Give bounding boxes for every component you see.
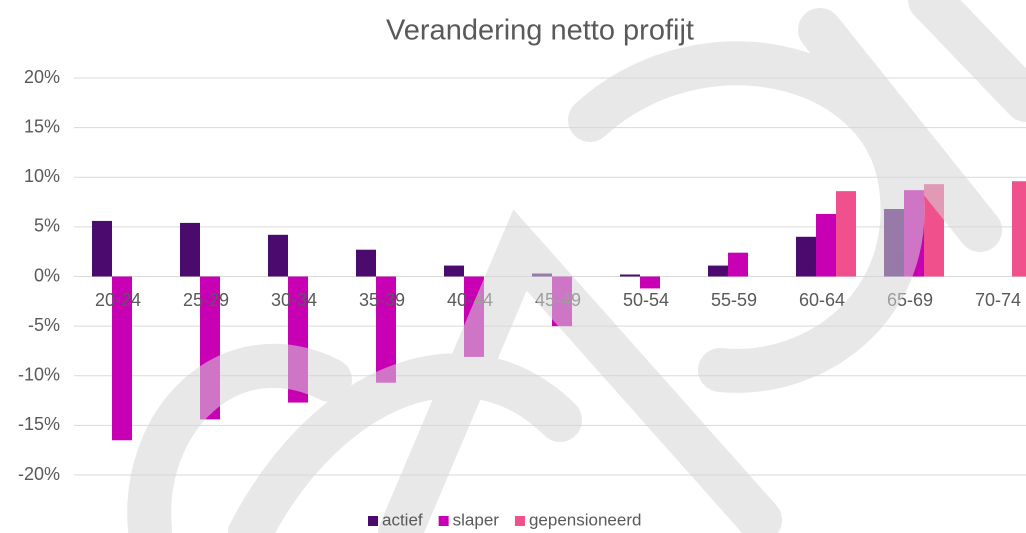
y-tick-label: -15% [18, 414, 60, 434]
x-tick-label: 55-59 [711, 290, 757, 310]
watermark-stroke [127, 343, 352, 533]
legend-label: actief [382, 510, 423, 529]
x-tick-label: 20-24 [95, 290, 141, 310]
bar [92, 220, 112, 277]
chart-title: Verandering netto profijt [386, 15, 694, 47]
y-tick-label: 10% [24, 166, 60, 186]
x-tick-label: 70-74 [975, 290, 1021, 310]
legend-swatch [438, 516, 449, 526]
watermark-stroke [908, 0, 1026, 122]
x-tick-label: 25-29 [183, 290, 229, 310]
y-tick-label: -10% [18, 365, 60, 385]
legend-swatch [368, 516, 378, 526]
watermark-stroke [228, 353, 582, 533]
x-tick-label: 30-34 [271, 290, 317, 310]
bar [816, 213, 836, 277]
bar [620, 274, 640, 277]
bar [180, 222, 200, 277]
bar [444, 265, 464, 277]
watermark-stroke [568, 41, 925, 393]
bar [728, 252, 748, 277]
bar [356, 249, 376, 277]
bar [640, 276, 660, 289]
y-tick-label: 15% [24, 116, 60, 136]
bar [796, 236, 816, 277]
bar [1012, 181, 1026, 277]
bar [112, 276, 132, 441]
bar [376, 276, 396, 383]
x-tick-label: 60-64 [799, 290, 845, 310]
y-tick-label: 0% [34, 265, 60, 285]
bar [836, 191, 856, 277]
x-tick-label: 35-39 [359, 290, 405, 310]
bar [708, 265, 728, 277]
bar [268, 234, 288, 277]
legend-label: gepensioneerd [529, 510, 641, 529]
watermark [127, 0, 1026, 533]
legend-label: slaper [453, 510, 500, 529]
watermark-stroke [378, 209, 782, 533]
y-tick-label: -20% [18, 464, 60, 484]
legend-swatch [514, 516, 525, 526]
y-tick-label: 5% [34, 216, 60, 236]
x-tick-label: 50-54 [623, 290, 669, 310]
y-tick-label: 20% [24, 67, 60, 87]
y-tick-label: -5% [28, 315, 60, 335]
watermark-stroke [798, 8, 1002, 252]
